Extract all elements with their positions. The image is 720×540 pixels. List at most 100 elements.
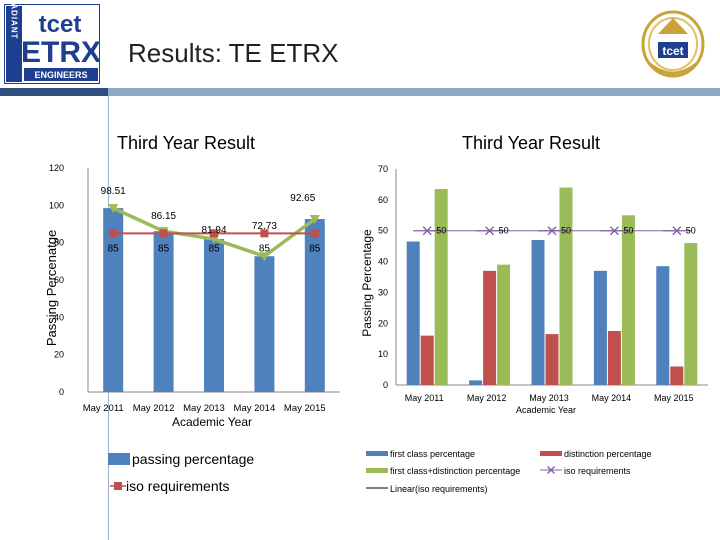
chart2-x-tick-label: May 2012 xyxy=(467,393,507,403)
emblem-text: tcet xyxy=(662,44,683,58)
chart2-iso-marker xyxy=(547,226,557,236)
chart2-y-tick-label: 40 xyxy=(378,257,388,267)
chart2-legend-swatch-iso-marker xyxy=(547,466,555,474)
chart2-legend-label: first class percentage xyxy=(390,449,475,459)
chart1-bar-data-label: 86.15 xyxy=(151,211,176,222)
chart1-bar xyxy=(254,256,275,392)
chart1-trend-marker xyxy=(108,204,119,214)
tcet-emblem-logo: tcet xyxy=(636,4,710,80)
chart2-bar xyxy=(406,241,420,385)
chart2-iso-data-label: 50 xyxy=(436,226,446,236)
chart2-x-tick-label: May 2011 xyxy=(405,393,444,403)
chart1-iso-marker xyxy=(210,229,218,238)
chart1-iso-data-label: 85 xyxy=(309,243,321,254)
logo-main-text: ETRX xyxy=(21,36,100,69)
chart1-x-tick-label: May 2011 xyxy=(83,403,124,414)
chart2-bar xyxy=(593,270,607,385)
chart1-trend-marker xyxy=(309,215,320,225)
chart1-iso-data-label: 85 xyxy=(259,243,271,254)
chart1-legend-label: iso requirements xyxy=(126,478,230,494)
chart2-legend-label: Linear(iso requirements) xyxy=(390,484,488,494)
chart2-legend-swatch xyxy=(366,451,388,456)
chart2-bar xyxy=(531,239,545,385)
chart2-bar xyxy=(545,334,559,385)
chart1-x-axis-label: Academic Year xyxy=(172,415,252,429)
chart2-legend-swatch xyxy=(366,468,388,473)
chart2-y-tick-label: 0 xyxy=(383,380,388,390)
chart1-iso-data-label: 85 xyxy=(208,243,220,254)
chart2-x-tick-label: May 2014 xyxy=(592,393,632,403)
chart2-y-tick-label: 50 xyxy=(378,226,388,236)
chart1-x-tick-label: May 2012 xyxy=(133,403,175,414)
chart2-bar xyxy=(670,366,684,385)
chart1-y-axis-label: Passing Percenatge xyxy=(44,230,59,346)
chart2-y-axis-label: Passing Percentage xyxy=(360,229,374,337)
chart1-y-tick-label: 100 xyxy=(49,200,64,210)
chart2-bar xyxy=(559,187,573,385)
chart2-iso-marker xyxy=(422,226,432,236)
chart1-iso-marker xyxy=(310,229,319,238)
logo-side-text: RADIANT xyxy=(10,4,19,40)
chart2-legend-swatch xyxy=(540,451,562,456)
chart1-iso-marker xyxy=(260,229,269,238)
chart1-iso-data-label: 85 xyxy=(108,243,120,254)
chart1-x-tick-label: May 2015 xyxy=(284,403,326,414)
chart2-bar xyxy=(483,270,497,385)
chart2-y-tick-label: 30 xyxy=(378,287,388,297)
chart1-trend-marker xyxy=(259,252,270,262)
chart2-iso-data-label: 50 xyxy=(623,226,633,236)
chart2-iso-marker xyxy=(485,226,495,236)
logo-top-text: tcet xyxy=(39,11,82,38)
chart2-y-tick-label: 20 xyxy=(378,318,388,328)
chart1-bar xyxy=(204,239,224,392)
chart2-bar xyxy=(656,266,670,385)
chart1-y-tick-label: 120 xyxy=(49,163,64,173)
chart2-legend-label: iso requirements xyxy=(564,466,631,476)
chart1-iso-marker xyxy=(159,229,168,238)
chart2-iso-data-label: 50 xyxy=(561,226,571,236)
chart2-iso-marker xyxy=(609,226,619,236)
slide-title: Results: TE ETRX xyxy=(128,38,339,68)
chart2-iso-marker xyxy=(672,226,682,236)
chart2-title: Third Year Result xyxy=(462,133,600,153)
chart2-x-axis-label: Academic Year xyxy=(516,405,576,415)
chart2-x-tick-label: May 2015 xyxy=(654,393,694,403)
chart1-x-tick-label: May 2013 xyxy=(183,403,225,414)
chart1-y-tick-label: 20 xyxy=(54,350,64,360)
chart2-bar xyxy=(434,189,448,385)
chart2-bar xyxy=(420,335,434,385)
chart2-bar xyxy=(621,215,635,385)
chart2-bar xyxy=(469,380,483,385)
chart1-bar-data-label: 98.51 xyxy=(101,186,126,197)
chart1-y-tick-label: 0 xyxy=(59,387,64,397)
logo-bottom-text: ENGINEERS xyxy=(34,70,87,80)
chart1-y-tick-label: 40 xyxy=(54,312,64,322)
chart2-y-tick-label: 60 xyxy=(378,195,388,205)
chart1-bar xyxy=(103,208,124,392)
header-rule-dark xyxy=(0,88,108,96)
chart1-bar xyxy=(153,231,174,392)
chart2-y-tick-label: 70 xyxy=(378,164,388,174)
chart1-legend-swatch-iso-marker xyxy=(114,482,122,490)
chart1-y-tick-label: 80 xyxy=(54,238,64,248)
chart1-x-tick-label: May 2014 xyxy=(234,403,276,414)
chart2-legend-label: first class+distinction percentage xyxy=(390,466,520,476)
chart2-x-tick-label: May 2013 xyxy=(529,393,569,403)
chart2-y-tick-label: 10 xyxy=(378,349,388,359)
chart1-legend-label: passing percentage xyxy=(132,451,254,467)
chart1-bar xyxy=(304,219,325,392)
chart2-iso-data-label: 50 xyxy=(499,226,509,236)
chart1-bar-data-label: 81.94 xyxy=(201,225,226,236)
chart1-bar-data-label: 92.65 xyxy=(290,193,315,204)
chart1-title: Third Year Result xyxy=(117,133,255,153)
chart1-iso-data-label: 85 xyxy=(158,243,170,254)
chart2-bar xyxy=(607,331,621,385)
header-rule-light xyxy=(108,88,720,96)
chart1-y-tick-label: 60 xyxy=(54,275,64,285)
tcet-etrx-logo: RADIANT tcet ETRX ENGINEERS xyxy=(3,0,101,85)
chart2-bar xyxy=(497,264,511,385)
chart2-iso-data-label: 50 xyxy=(686,226,696,236)
chart1-iso-marker xyxy=(109,229,118,238)
chart1-bar-data-label: 72.73 xyxy=(252,221,277,232)
